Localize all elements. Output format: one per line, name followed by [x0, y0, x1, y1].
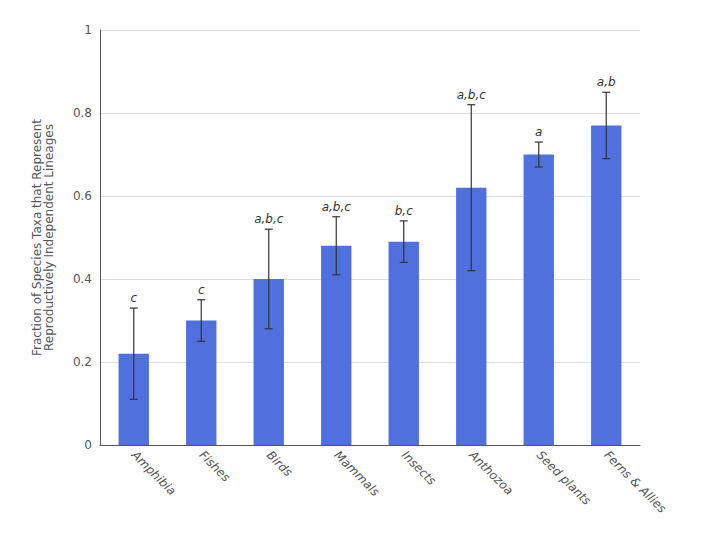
svg-text:Reproductively Independent Lin: Reproductively Independent Lineages	[42, 124, 56, 351]
svg-text:a: a	[535, 125, 542, 139]
svg-text:a,b,c: a,b,c	[254, 212, 284, 226]
svg-text:0: 0	[84, 438, 92, 452]
svg-text:a,b,c: a,b,c	[322, 200, 352, 214]
svg-text:Ferns & Allies: Ferns & Allies	[601, 448, 669, 516]
svg-text:Insects: Insects	[399, 448, 439, 488]
svg-text:a,b: a,b	[597, 75, 616, 89]
svg-text:0.6: 0.6	[73, 189, 92, 203]
svg-text:c: c	[130, 291, 137, 305]
svg-text:b,c: b,c	[395, 204, 413, 218]
svg-text:Mammals: Mammals	[331, 448, 382, 499]
svg-text:0.4: 0.4	[73, 272, 92, 286]
svg-text:Amphibia: Amphibia	[128, 447, 179, 498]
svg-text:Birds: Birds	[264, 448, 295, 479]
svg-text:Seed plants: Seed plants	[534, 448, 594, 508]
svg-text:0.2: 0.2	[73, 355, 92, 369]
svg-text:c: c	[198, 283, 205, 297]
svg-text:Anthozoa: Anthozoa	[466, 447, 516, 497]
svg-text:1: 1	[84, 23, 92, 37]
svg-text:a,b,c: a,b,c	[457, 88, 487, 102]
svg-text:Fraction of Species Taxa that: Fraction of Species Taxa that Represent	[30, 119, 44, 356]
svg-text:0.8: 0.8	[73, 106, 92, 120]
svg-text:Fishes: Fishes	[196, 448, 233, 485]
